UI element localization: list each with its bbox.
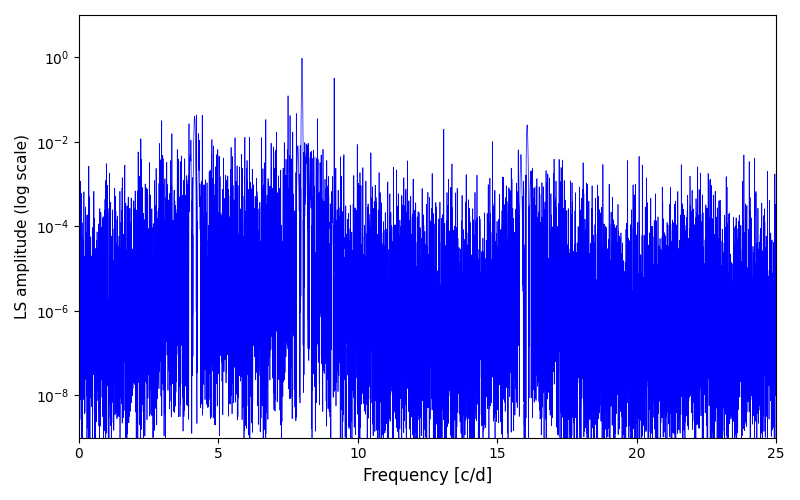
Y-axis label: LS amplitude (log scale): LS amplitude (log scale): [15, 134, 30, 319]
X-axis label: Frequency [c/d]: Frequency [c/d]: [363, 467, 492, 485]
